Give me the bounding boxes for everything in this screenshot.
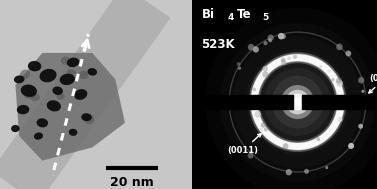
Circle shape bbox=[281, 58, 285, 62]
Circle shape bbox=[246, 49, 349, 155]
Circle shape bbox=[304, 169, 309, 174]
Text: Te: Te bbox=[237, 8, 251, 21]
Text: (0011): (0011) bbox=[227, 134, 261, 155]
Circle shape bbox=[272, 76, 323, 129]
Circle shape bbox=[205, 8, 377, 189]
Circle shape bbox=[289, 94, 306, 111]
Ellipse shape bbox=[84, 114, 94, 124]
Circle shape bbox=[327, 70, 330, 73]
Ellipse shape bbox=[79, 71, 89, 79]
Circle shape bbox=[293, 55, 297, 59]
Ellipse shape bbox=[61, 57, 70, 65]
Ellipse shape bbox=[67, 69, 77, 75]
Circle shape bbox=[362, 90, 365, 93]
Circle shape bbox=[233, 36, 362, 168]
Text: 523K: 523K bbox=[201, 38, 235, 51]
Ellipse shape bbox=[34, 132, 43, 140]
Circle shape bbox=[264, 41, 268, 45]
Circle shape bbox=[268, 35, 274, 41]
Circle shape bbox=[293, 97, 302, 107]
Circle shape bbox=[280, 34, 286, 39]
Ellipse shape bbox=[74, 89, 87, 100]
Circle shape bbox=[283, 143, 288, 149]
Circle shape bbox=[358, 77, 364, 84]
Circle shape bbox=[336, 43, 343, 50]
Circle shape bbox=[238, 66, 241, 70]
Ellipse shape bbox=[21, 84, 37, 97]
Ellipse shape bbox=[30, 93, 40, 101]
Circle shape bbox=[220, 23, 375, 181]
Ellipse shape bbox=[52, 86, 63, 95]
Circle shape bbox=[281, 60, 287, 65]
Circle shape bbox=[253, 46, 259, 53]
Ellipse shape bbox=[81, 113, 92, 121]
Circle shape bbox=[316, 137, 320, 141]
Circle shape bbox=[260, 128, 263, 131]
Circle shape bbox=[331, 78, 334, 81]
Text: 20 nm: 20 nm bbox=[110, 176, 153, 189]
Circle shape bbox=[254, 111, 261, 118]
Ellipse shape bbox=[28, 61, 41, 71]
Ellipse shape bbox=[67, 58, 79, 67]
Text: (0027): (0027) bbox=[369, 74, 377, 93]
Polygon shape bbox=[0, 0, 170, 189]
Circle shape bbox=[253, 88, 256, 91]
Circle shape bbox=[248, 153, 253, 159]
Circle shape bbox=[337, 117, 342, 122]
Ellipse shape bbox=[60, 74, 75, 85]
Ellipse shape bbox=[17, 105, 29, 114]
Ellipse shape bbox=[40, 69, 57, 82]
Circle shape bbox=[262, 71, 268, 77]
Circle shape bbox=[345, 50, 351, 57]
Ellipse shape bbox=[37, 118, 48, 127]
Ellipse shape bbox=[57, 93, 65, 100]
Circle shape bbox=[237, 62, 241, 66]
Text: Bi: Bi bbox=[201, 8, 215, 21]
Circle shape bbox=[336, 78, 342, 84]
Text: 5: 5 bbox=[262, 13, 269, 22]
Circle shape bbox=[261, 122, 266, 128]
Ellipse shape bbox=[47, 100, 61, 112]
Circle shape bbox=[286, 169, 292, 175]
Circle shape bbox=[281, 85, 314, 119]
Circle shape bbox=[336, 80, 343, 87]
Ellipse shape bbox=[87, 68, 97, 76]
Ellipse shape bbox=[14, 75, 25, 83]
Circle shape bbox=[264, 127, 268, 132]
Circle shape bbox=[262, 66, 268, 72]
Circle shape bbox=[325, 166, 328, 169]
Text: 4: 4 bbox=[227, 13, 234, 22]
Circle shape bbox=[268, 39, 272, 42]
Ellipse shape bbox=[11, 125, 20, 132]
Circle shape bbox=[248, 44, 254, 50]
Ellipse shape bbox=[69, 129, 77, 136]
Circle shape bbox=[348, 143, 354, 149]
Circle shape bbox=[319, 65, 322, 68]
Circle shape bbox=[287, 57, 291, 60]
Circle shape bbox=[358, 124, 363, 129]
Circle shape bbox=[257, 60, 338, 144]
Polygon shape bbox=[15, 53, 125, 161]
Circle shape bbox=[285, 90, 310, 114]
Circle shape bbox=[264, 68, 331, 136]
Ellipse shape bbox=[20, 70, 30, 79]
Circle shape bbox=[278, 33, 284, 40]
Ellipse shape bbox=[23, 90, 35, 99]
